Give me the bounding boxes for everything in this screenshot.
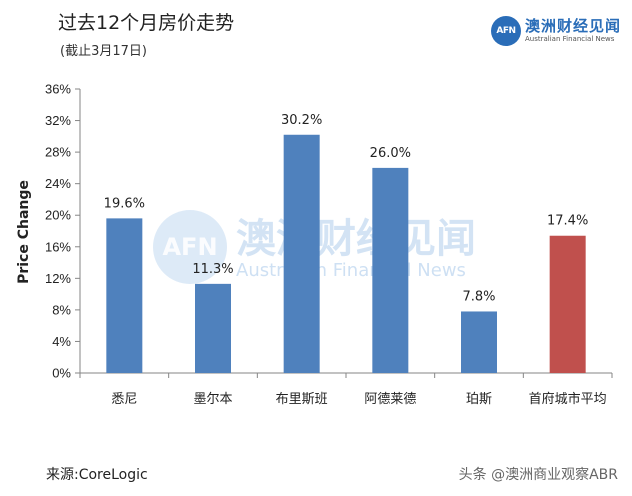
x-tick-label: 阿德莱德 xyxy=(364,392,416,407)
brand-logo: AFN 澳洲财经见闻 Australian Financial News xyxy=(491,14,621,48)
chart-axes: 0% 4% 8% 12% 16% 20% 24% 28% 32% 36% xyxy=(45,82,613,381)
y-tick-label: 36% xyxy=(45,82,71,97)
credit-note: 头条 @澳洲商业观察ABR xyxy=(458,467,618,483)
chart-labels: 19.6% 悉尼 11.3% 墨尔本 30.2% 布里斯班 26.0% 阿德莱德 7.8% 珀斯 1… xyxy=(104,113,607,407)
y-tick-label: 12% xyxy=(45,271,71,286)
y-tick-label: 20% xyxy=(45,208,71,223)
x-tick-label: 墨尔本 xyxy=(193,392,232,407)
bar-data-label: 7.8% xyxy=(462,289,495,304)
logo-en-text: Australian Financial News xyxy=(525,35,615,43)
chart-bars xyxy=(106,134,586,373)
bar xyxy=(549,235,586,373)
logo-mark: AFN xyxy=(491,16,521,46)
y-tick-label: 32% xyxy=(45,113,71,128)
y-tick-label: 24% xyxy=(45,176,71,191)
bar-data-label: 17.4% xyxy=(547,214,588,229)
bar-data-label: 19.6% xyxy=(104,196,145,211)
x-tick-label: 布里斯班 xyxy=(276,392,328,407)
bar-data-label: 11.3% xyxy=(192,262,233,277)
logo-cn-text: 澳洲财经见闻 xyxy=(525,17,622,35)
bar xyxy=(372,167,409,373)
y-axis-label: Price Change xyxy=(16,180,32,284)
bar xyxy=(461,311,497,373)
watermark-en: Australian Financial News xyxy=(236,260,466,281)
y-tick-label: 0% xyxy=(52,366,71,381)
page-title: 过去12个月房价走势 xyxy=(58,12,235,34)
x-tick-label: 珀斯 xyxy=(466,392,492,407)
y-tick-label: 28% xyxy=(45,145,71,160)
y-tick-label: 16% xyxy=(45,239,71,254)
bar-data-label: 26.0% xyxy=(370,146,411,161)
page-subtitle: (截止3月17日) xyxy=(60,44,147,59)
watermark-circle xyxy=(153,210,227,284)
watermark-mark: AFN xyxy=(162,233,217,261)
bar xyxy=(195,283,231,373)
x-tick-label: 悉尼 xyxy=(111,392,137,407)
bar-data-label: 30.2% xyxy=(281,113,322,128)
y-tick-label: 4% xyxy=(52,334,71,349)
bar xyxy=(283,134,320,373)
y-tick-label: 8% xyxy=(52,302,71,317)
source-note: 来源:CoreLogic xyxy=(46,467,148,483)
bar xyxy=(106,218,143,373)
watermark-cn: 澳洲财经见闻 xyxy=(236,216,476,262)
x-tick-label: 首府城市平均 xyxy=(529,391,607,407)
